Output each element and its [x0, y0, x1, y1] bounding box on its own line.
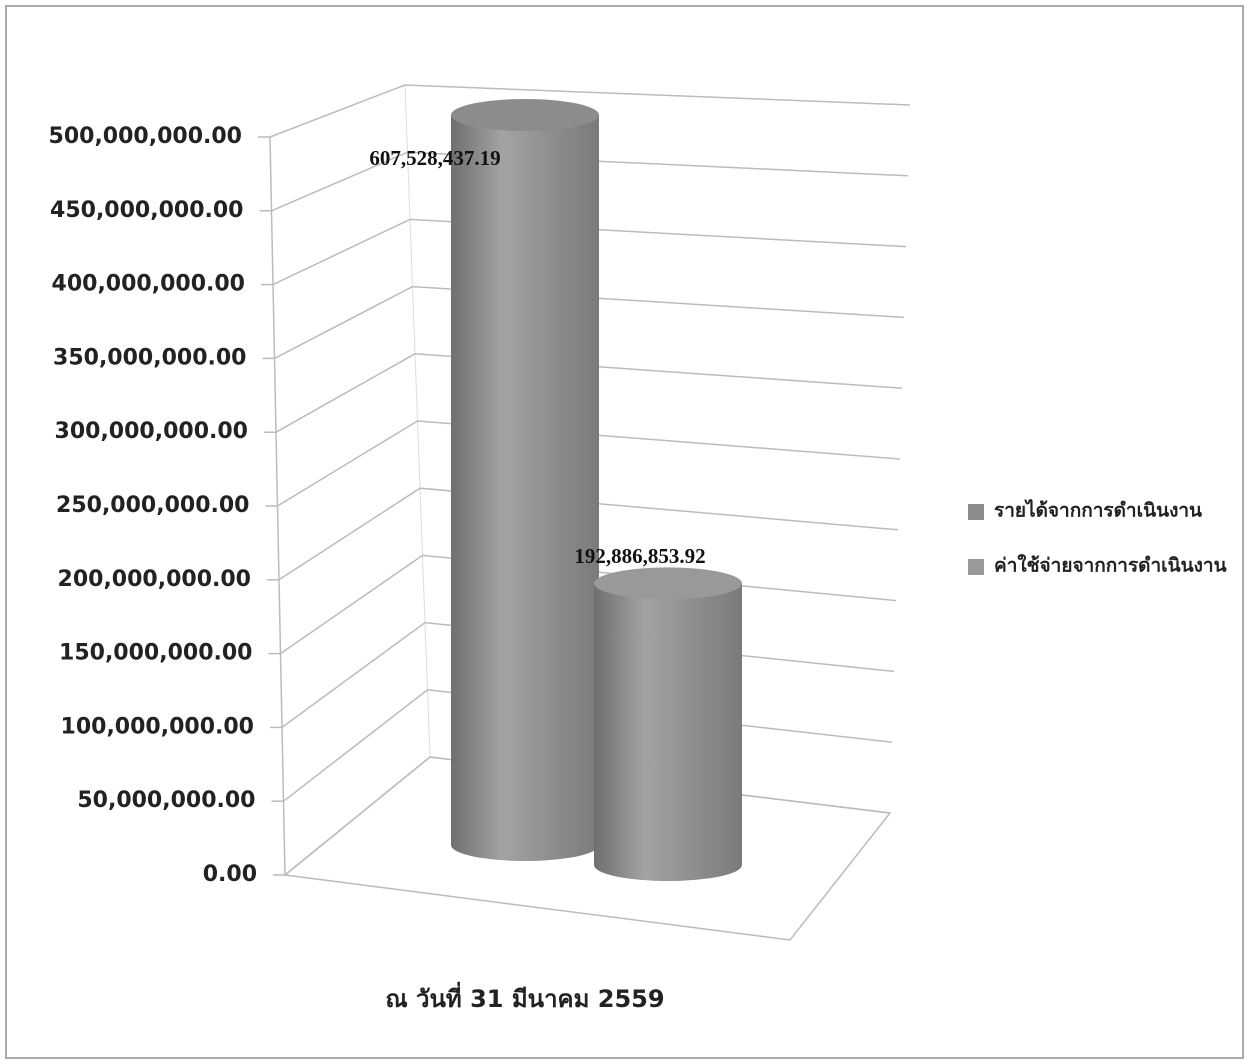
grid-line [278, 487, 899, 581]
grid-line [269, 84, 911, 138]
grid-line [274, 285, 905, 360]
y-tick-label: 500,000,000.00 [49, 124, 242, 149]
y-tick-label: 0.00 [203, 862, 257, 887]
bar [594, 583, 742, 881]
value-label: 192,886,853.92 [574, 544, 705, 568]
bar-top [594, 567, 742, 600]
legend-swatch [968, 559, 984, 575]
x-tick-label: ณ วันที่ 31 มีนาคม 2559 [385, 981, 664, 1013]
y-tick-label: 50,000,000.00 [77, 788, 255, 813]
bar-top [451, 99, 599, 131]
y-tick-label: 400,000,000.00 [52, 272, 245, 297]
y-tick-label: 200,000,000.00 [58, 567, 251, 592]
y-tick-label: 150,000,000.00 [59, 641, 252, 666]
grid-line [275, 353, 903, 433]
legend-label: รายได้จากการดำเนินงาน [994, 498, 1202, 521]
grid-line [277, 420, 901, 507]
grid-line [272, 218, 907, 286]
y-tick-label: 300,000,000.00 [55, 419, 248, 444]
frame [5, 5, 1244, 1059]
y-tick-label: 100,000,000.00 [61, 714, 254, 739]
legend-label: ค่าใช้จ่ายจากการดำเนินงาน [994, 553, 1227, 576]
y-tick-label: 450,000,000.00 [50, 198, 243, 223]
y-tick-label: 250,000,000.00 [56, 493, 249, 518]
value-label: 607,528,437.19 [369, 146, 500, 170]
y-tick-label: 350,000,000.00 [53, 345, 246, 370]
bar [451, 115, 599, 861]
grid-line [271, 151, 909, 212]
legend-swatch [968, 504, 984, 520]
